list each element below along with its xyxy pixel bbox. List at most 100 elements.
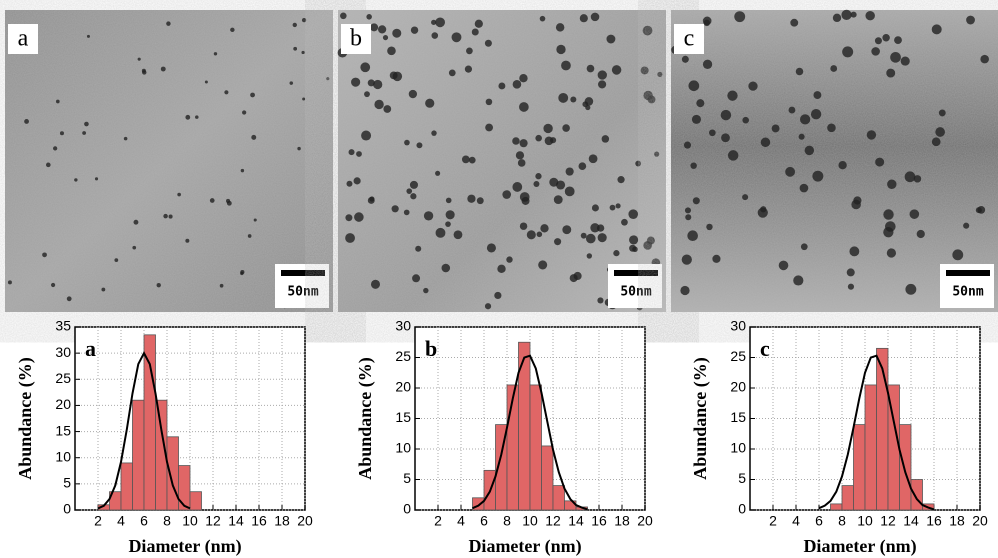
y-tick-label: 0 [403,501,411,517]
particle [687,230,698,242]
particle [431,130,437,136]
particle [938,109,946,117]
particle [137,57,141,61]
x-tick-label: 20 [637,513,653,529]
particle [412,274,421,283]
particle [850,11,857,18]
particle [905,283,917,295]
particle [340,12,347,20]
label-box [674,24,704,54]
x-tick-label: 14 [568,513,584,529]
particle [297,146,301,151]
particle [536,231,543,238]
particle [354,212,364,222]
particle [410,26,419,34]
panel-label: c [760,336,770,361]
particle [887,179,897,189]
particle [59,131,64,136]
particle [790,18,799,27]
y-tick-label: 10 [395,440,411,456]
particle [558,92,569,103]
particle [952,249,964,261]
tem-noise [671,10,998,312]
y-tick-label: 0 [738,501,746,517]
x-tick-label: 12 [545,513,561,529]
particle [585,233,596,244]
particle [423,287,429,294]
particle [356,151,362,157]
particle [684,207,692,214]
particle [800,243,808,251]
bar [541,445,554,511]
y-axis-label: Abundance (%) [690,357,711,480]
particle [240,168,245,173]
bar [841,485,854,511]
y-tick-label: 20 [395,379,411,395]
x-tick-label: 14 [903,513,919,529]
particle [696,99,705,108]
particle [853,196,862,205]
particle [931,137,941,147]
tem-noise [5,10,333,312]
particle [494,291,502,300]
particle [692,197,700,205]
particle [875,157,885,167]
particle [721,133,730,143]
particle [640,66,649,75]
particle [374,99,384,110]
x-tick-label: 2 [434,513,442,529]
particle [74,178,78,182]
particle [66,296,72,302]
particle [160,66,166,72]
x-tick-label: 10 [182,513,198,529]
particle [526,230,536,240]
particle [451,32,462,43]
particle [404,139,410,146]
particle [389,71,398,80]
x-tick-label: 4 [792,513,800,529]
particle [486,243,496,253]
particle [706,223,713,231]
particle [515,151,525,160]
particle [326,77,330,81]
particle [156,283,161,288]
particle [168,214,173,219]
particle [378,25,387,34]
particle [586,64,595,73]
particle [512,137,520,145]
image-label: b [350,26,362,52]
particle [865,10,875,21]
particle [226,200,232,206]
particle [209,198,215,203]
y-tick-label: 35 [55,318,71,334]
particle [46,162,51,168]
particle [519,222,528,230]
particle [512,80,522,89]
particle [874,37,882,45]
particle [709,129,716,137]
particle [778,260,789,271]
x-tick-label: 16 [251,513,267,529]
particle [597,297,604,304]
particle [727,150,739,161]
particle [810,109,822,120]
particle [712,254,721,263]
particle [900,56,910,66]
particle [383,105,392,113]
particle [564,186,575,197]
particle [185,238,190,243]
bar [529,384,542,511]
particle [544,136,554,146]
particle [771,124,780,133]
particle [883,227,894,238]
particle [86,34,90,38]
particle [800,114,811,125]
particle [798,133,805,140]
particle [788,106,796,114]
y-tick-label: 15 [395,409,411,425]
x-tick-label: 10 [522,513,538,529]
bar [830,503,843,511]
particle [804,145,815,156]
particle [519,102,529,112]
particle [591,204,599,212]
